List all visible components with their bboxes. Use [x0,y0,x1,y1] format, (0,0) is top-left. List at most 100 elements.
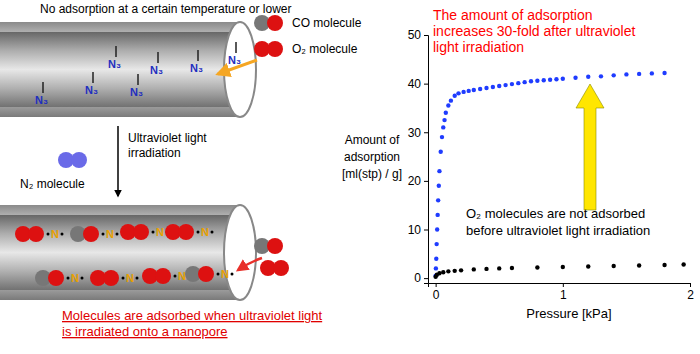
radical-label: N [156,226,164,238]
tick: 0 [414,271,428,285]
point [461,90,465,94]
radical-label: N [221,268,229,280]
point [573,76,577,80]
n3-stem [235,42,237,53]
n2-label: N₂ molecule [20,177,85,191]
n3-stem [115,46,117,57]
annotation: light irradiation [433,39,524,55]
point [435,227,439,231]
tick: 0 [433,283,440,302]
point [437,169,441,173]
point [554,77,558,81]
point [434,242,438,246]
n2-molecule [58,152,87,168]
radical-dot [81,277,84,280]
annotation: increases 30-fold after ultraviolet [433,23,635,39]
point [497,266,501,270]
axis-line [424,36,429,284]
atom [71,152,87,168]
point [586,264,590,268]
atom [83,226,99,242]
point [503,83,507,87]
radical-label: N [51,228,59,240]
radical-dot [136,277,139,280]
o2-molecule [254,41,283,57]
atom [28,226,44,242]
caption: is irradiated onto a nanopore [62,324,228,339]
adsorbed-molecule [185,266,214,282]
point [599,74,603,78]
tick-label: 50 [408,28,422,42]
n3-stem [42,82,44,93]
adsorbed-molecule [70,226,99,242]
point [456,91,460,95]
point [442,118,446,122]
radical-dot [152,231,155,234]
radical-label: N [106,228,114,240]
point [542,78,546,82]
y-axis: 01020304050 [408,28,429,285]
tick-mark [563,283,564,287]
tick: 2 [687,283,694,302]
point [441,125,445,129]
adsorbed-molecule [165,224,194,240]
tick-mark [424,181,428,182]
tick-mark [424,35,428,36]
point [478,87,482,91]
y-axis-title: Amount of [345,133,400,147]
point [529,79,533,83]
point [437,184,441,188]
atom [48,270,64,286]
co-molecule [254,15,283,31]
point [466,89,470,93]
annotation: O₂ molecules are not adsorbed [466,206,645,221]
point [637,72,641,76]
point [440,135,444,139]
point [586,75,590,79]
radical-dot [197,231,200,234]
point [444,111,448,115]
tube-bottom [0,205,256,300]
tube-body [0,22,240,117]
adsorbed-molecule [120,224,149,240]
tick: 10 [408,223,428,237]
point [522,80,526,84]
y-axis-title: [ml(stp) / g] [342,167,402,181]
point [497,84,501,88]
adsorbed-molecule [15,226,44,242]
radical-dot [122,277,125,280]
point [491,85,495,89]
o2-label: O₂ molecule [292,42,358,56]
n3-stem [157,52,159,63]
tick: 20 [408,174,428,188]
tick-mark [424,278,428,279]
series [433,262,685,279]
tick: 1 [560,283,567,302]
tick-mark [424,132,428,133]
tick-label: 1 [560,288,567,302]
x-axis: 0 1 2 [429,283,695,302]
step-arrow [117,126,119,196]
point [472,88,476,92]
caption: Molecules are adsorbed when ultraviolet … [62,308,323,323]
atom [267,41,283,57]
y-axis-title: adsorption [344,150,400,164]
radical-dot [102,233,105,236]
point [459,268,463,272]
point [637,263,641,267]
point [439,150,443,154]
point [624,72,628,76]
point [662,71,666,75]
n3-label: N₃ [130,86,143,98]
atom [267,238,283,254]
radical-dot [116,233,119,236]
atom [267,15,283,31]
point [434,266,438,270]
tube-body [0,205,240,300]
red-arrow [238,258,262,270]
point [441,270,445,274]
atom [155,268,171,284]
tick: 40 [408,77,428,91]
point [535,265,539,269]
radical-dot [174,275,177,278]
